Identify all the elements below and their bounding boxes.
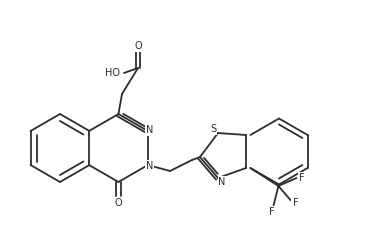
Text: HO: HO (106, 68, 120, 78)
Text: F: F (299, 173, 304, 183)
Text: N: N (218, 177, 226, 187)
Text: N: N (146, 161, 153, 171)
Text: F: F (293, 198, 298, 208)
Text: S: S (210, 124, 216, 134)
Text: N: N (146, 125, 153, 135)
Text: O: O (115, 198, 122, 208)
Text: O: O (134, 41, 142, 51)
Text: F: F (268, 207, 274, 217)
